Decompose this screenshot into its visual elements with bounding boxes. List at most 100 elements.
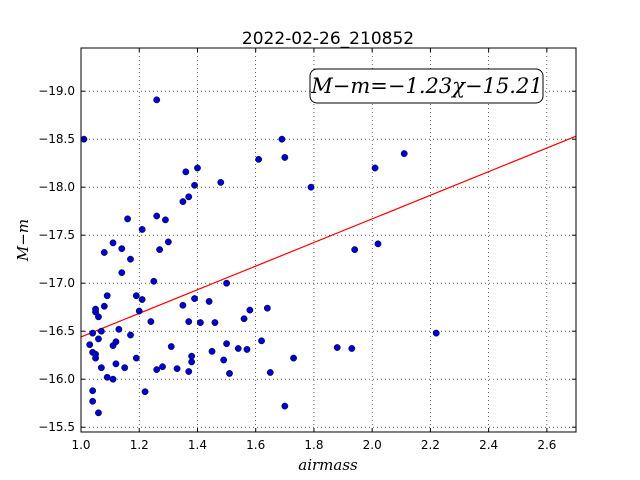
y-tick-label: −19.0 (38, 84, 75, 98)
data-point (150, 277, 158, 285)
data-point (191, 181, 198, 189)
data-point (162, 216, 169, 224)
data-point (135, 307, 143, 315)
data-point (164, 238, 172, 246)
data-point (118, 269, 126, 277)
data-point (196, 319, 204, 326)
data-point (127, 255, 134, 263)
data-point (281, 402, 289, 410)
data-point (89, 397, 97, 405)
y-tick-label: −16.5 (38, 324, 75, 338)
data-point (217, 178, 225, 186)
y-tick-label: −17.0 (38, 276, 75, 290)
data-point (432, 329, 440, 337)
data-point (191, 295, 198, 302)
data-point (92, 305, 99, 313)
fit-line-group (80, 135, 577, 338)
data-point (173, 365, 181, 373)
x-tick-label: 1.8 (304, 438, 323, 452)
data-point (100, 249, 108, 256)
y-tick-label: −15.5 (38, 420, 75, 434)
data-point (103, 373, 111, 381)
data-point (266, 369, 274, 376)
data-point (138, 296, 146, 303)
data-point (182, 168, 190, 176)
data-point (153, 96, 161, 104)
data-point (333, 344, 341, 351)
data-point (278, 135, 286, 143)
data-point (89, 329, 97, 337)
data-point (374, 240, 382, 248)
y-tick-label: −18.0 (38, 180, 75, 194)
data-point (109, 375, 117, 383)
data-point (97, 364, 105, 372)
data-point (246, 306, 254, 314)
x-tick-label: 2.0 (363, 438, 382, 452)
data-points (80, 96, 440, 417)
data-point (400, 150, 408, 158)
data-point (223, 279, 230, 287)
data-point (188, 352, 196, 360)
data-point (95, 409, 102, 417)
data-point (156, 246, 164, 254)
data-point (132, 292, 140, 300)
data-point (220, 356, 228, 364)
data-point (95, 335, 102, 343)
data-point (109, 239, 117, 247)
data-point (240, 315, 248, 323)
data-point (243, 346, 251, 353)
data-point (258, 337, 265, 345)
data-point (124, 215, 131, 223)
data-point (211, 319, 219, 326)
x-tick-label: 2.6 (537, 438, 556, 452)
fit-line (80, 135, 577, 338)
data-point (234, 345, 242, 352)
data-point (194, 164, 201, 172)
data-point (127, 331, 134, 339)
data-point (179, 301, 187, 309)
data-point (89, 387, 97, 395)
x-tick-label: 1.4 (188, 438, 207, 452)
data-point (112, 338, 120, 346)
grid-lines (80, 48, 576, 432)
data-point (118, 245, 126, 253)
data-point (348, 345, 356, 352)
data-point (371, 164, 379, 172)
data-point (226, 370, 233, 377)
data-point (223, 340, 230, 348)
x-tick-label: 2.2 (421, 438, 440, 452)
data-point (159, 363, 166, 371)
y-tick-label: −16.0 (38, 372, 75, 386)
data-point (255, 155, 263, 163)
data-point (103, 292, 111, 300)
plot-frame (80, 47, 577, 433)
chart-title: 2022-02-26_210852 (242, 29, 414, 49)
data-point (153, 212, 161, 220)
data-point (95, 313, 102, 321)
data-point (115, 325, 123, 333)
data-point (141, 388, 149, 396)
x-tick-label: 2.4 (479, 438, 498, 452)
data-point (132, 354, 140, 362)
data-point (92, 350, 99, 358)
x-tick-label: 1.0 (71, 438, 90, 452)
axis-ticks: 1.0 1.2 1.4 1.6 1.8 2.0 2.2 2.4 2.6 −15.5 −16.0 −16… (38, 48, 576, 452)
data-point (188, 358, 196, 366)
data-point (153, 366, 161, 373)
data-point (263, 304, 271, 312)
equation-annotation: M−m=−1.23χ−15.21 (310, 74, 542, 98)
data-point (97, 327, 105, 335)
data-point (112, 360, 120, 368)
equation-box (309, 68, 544, 104)
data-point (147, 318, 155, 325)
x-tick-label: 1.2 (130, 438, 149, 452)
x-tick-label: 1.6 (246, 438, 265, 452)
data-point (138, 226, 146, 233)
y-tick-label: −18.5 (38, 132, 75, 146)
data-point (290, 354, 297, 362)
data-point (179, 198, 187, 206)
data-point (205, 298, 213, 305)
data-point (307, 183, 315, 191)
data-point (185, 318, 193, 325)
